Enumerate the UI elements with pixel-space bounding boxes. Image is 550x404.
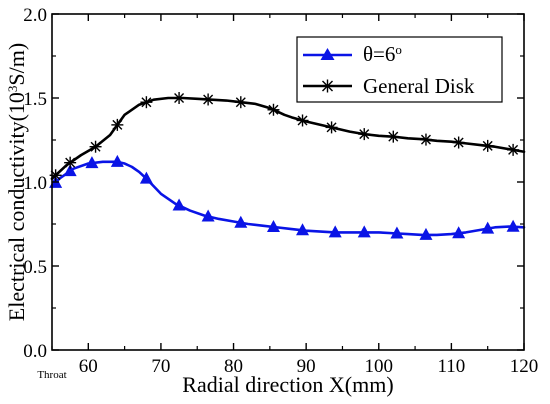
data-point bbox=[111, 118, 124, 131]
x-tick-label: 70 bbox=[151, 356, 170, 377]
x-axis-title: Radial direction X(mm) bbox=[182, 372, 393, 397]
series-0 bbox=[49, 154, 526, 240]
data-point bbox=[202, 93, 215, 106]
data-point bbox=[89, 140, 102, 153]
data-point bbox=[387, 130, 400, 143]
data-point bbox=[328, 225, 342, 238]
data-point bbox=[419, 133, 432, 146]
data-point bbox=[139, 171, 153, 184]
x-tick-label: 80 bbox=[224, 356, 243, 377]
data-point bbox=[357, 225, 371, 238]
x-tick-label: 60 bbox=[79, 356, 98, 377]
y-axis-title: Electrical conductivity(103S/m) bbox=[4, 43, 29, 321]
legend-label-theta-sup: o bbox=[395, 42, 402, 57]
data-point bbox=[234, 215, 248, 228]
series-line bbox=[50, 160, 526, 237]
data-point bbox=[481, 139, 494, 152]
x-tick-label: 120 bbox=[510, 356, 539, 377]
data-point bbox=[63, 164, 77, 177]
series-line bbox=[50, 96, 526, 180]
y-axis-title-pre: Electrical conductivity(10 bbox=[4, 92, 29, 321]
y-axis-title-sup: 3 bbox=[5, 86, 20, 93]
data-point bbox=[419, 227, 433, 240]
data-point bbox=[234, 96, 247, 109]
data-point bbox=[507, 143, 520, 156]
y-tick-label: 1.5 bbox=[23, 89, 47, 110]
data-point bbox=[452, 136, 465, 149]
legend-asterisk-marker bbox=[321, 79, 334, 93]
legend-triangle-marker bbox=[320, 48, 335, 60]
data-point bbox=[325, 121, 338, 134]
legend-label-general: General Disk bbox=[363, 74, 475, 98]
y-tick-label: 0.0 bbox=[23, 341, 47, 362]
data-point bbox=[172, 198, 186, 211]
x-tick-label: 110 bbox=[437, 356, 465, 377]
data-point bbox=[358, 128, 371, 141]
data-point bbox=[481, 221, 495, 234]
y-axis-title-post: S/m) bbox=[4, 43, 29, 86]
legend-label-theta: θ=6o bbox=[363, 42, 402, 67]
data-point bbox=[85, 156, 99, 169]
data-point bbox=[267, 103, 280, 116]
legend-box bbox=[296, 36, 503, 103]
data-point bbox=[64, 156, 77, 169]
x-tick-label: 90 bbox=[297, 356, 316, 377]
data-point bbox=[390, 226, 404, 239]
data-point bbox=[296, 223, 310, 236]
throat-label: Throat bbox=[37, 369, 66, 381]
data-point bbox=[266, 219, 280, 232]
data-point bbox=[173, 92, 186, 104]
data-point bbox=[110, 154, 124, 167]
data-point bbox=[506, 219, 520, 232]
legend-label-theta-pre: θ=6 bbox=[363, 42, 395, 66]
data-point bbox=[452, 226, 466, 239]
series-1 bbox=[49, 92, 526, 182]
x-tick-label: 100 bbox=[365, 356, 394, 377]
legend: θ=6o General Disk bbox=[296, 36, 503, 103]
y-tick-label: 2.0 bbox=[23, 5, 47, 26]
data-point bbox=[201, 209, 215, 222]
data-point bbox=[296, 114, 309, 127]
y-tick-label: 1.0 bbox=[23, 173, 47, 194]
y-tick-label: 0.5 bbox=[23, 257, 47, 278]
data-point bbox=[140, 96, 153, 109]
